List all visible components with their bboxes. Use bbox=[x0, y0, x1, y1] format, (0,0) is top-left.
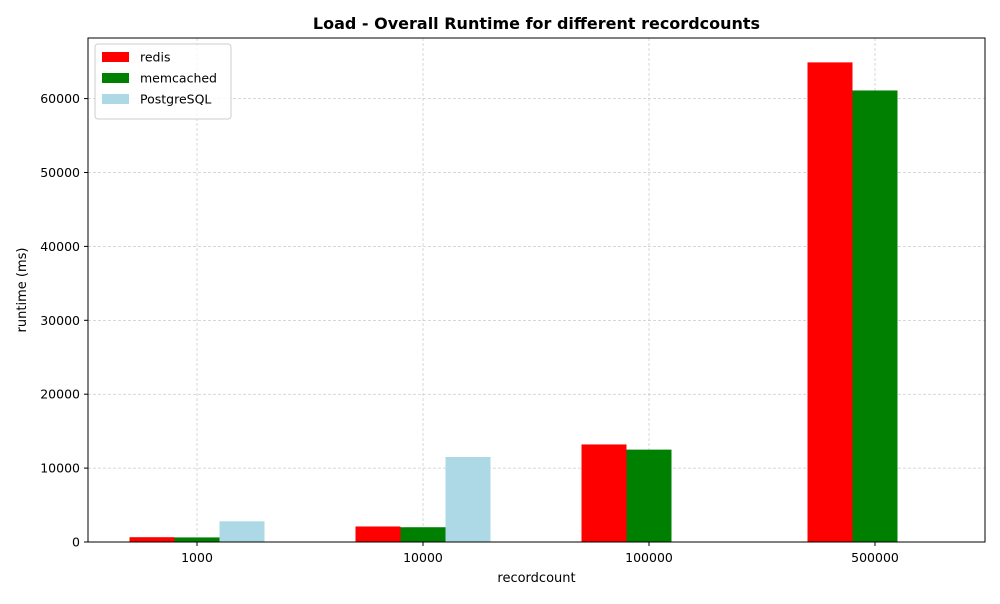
bar-redis-100000 bbox=[581, 444, 627, 542]
bar-memcached-100000 bbox=[626, 449, 672, 542]
plot-frame bbox=[87, 37, 986, 543]
y-axis-label: runtime (ms) bbox=[15, 248, 30, 333]
y-tick-label: 10000 bbox=[40, 461, 80, 476]
y-axis: 0 10000 20000 30000 40000 50000 60000 bbox=[40, 91, 88, 550]
x-tick-label: 100000 bbox=[625, 550, 673, 565]
x-axis-label: recordcount bbox=[497, 571, 575, 586]
legend-label-redis: redis bbox=[140, 50, 170, 65]
y-tick-label: 30000 bbox=[40, 313, 80, 328]
x-tick-label: 1000 bbox=[181, 550, 213, 565]
bars-layer bbox=[129, 62, 898, 543]
x-tick-label: 10000 bbox=[403, 550, 443, 565]
y-tick-label: 50000 bbox=[40, 165, 80, 180]
bar-postgresql-10000 bbox=[445, 457, 491, 542]
y-tick-label: 40000 bbox=[40, 239, 80, 254]
bar-postgresql-1000 bbox=[219, 521, 265, 542]
bar-memcached-1000 bbox=[174, 537, 220, 542]
legend-swatch-postgresql bbox=[102, 94, 129, 104]
bar-memcached-10000 bbox=[400, 527, 446, 542]
legend-swatch-redis bbox=[102, 52, 129, 62]
legend-swatch-memcached bbox=[102, 73, 129, 83]
y-tick-label: 0 bbox=[72, 535, 80, 550]
x-axis: 1000 10000 100000 500000 bbox=[181, 542, 899, 565]
y-tick-label: 20000 bbox=[40, 387, 80, 402]
chart-title: Load - Overall Runtime for different rec… bbox=[313, 14, 760, 33]
bar-redis-10000 bbox=[355, 526, 401, 542]
legend-label-memcached: memcached bbox=[140, 71, 217, 86]
bar-redis-500000 bbox=[807, 62, 853, 543]
legend-label-postgresql: PostgreSQL bbox=[140, 92, 211, 107]
bar-memcached-500000 bbox=[852, 90, 898, 542]
legend: redis memcached PostgreSQL bbox=[94, 43, 232, 120]
x-tick-label: 500000 bbox=[851, 550, 899, 565]
y-tick-label: 60000 bbox=[40, 91, 80, 106]
bar-redis-1000 bbox=[129, 537, 175, 542]
